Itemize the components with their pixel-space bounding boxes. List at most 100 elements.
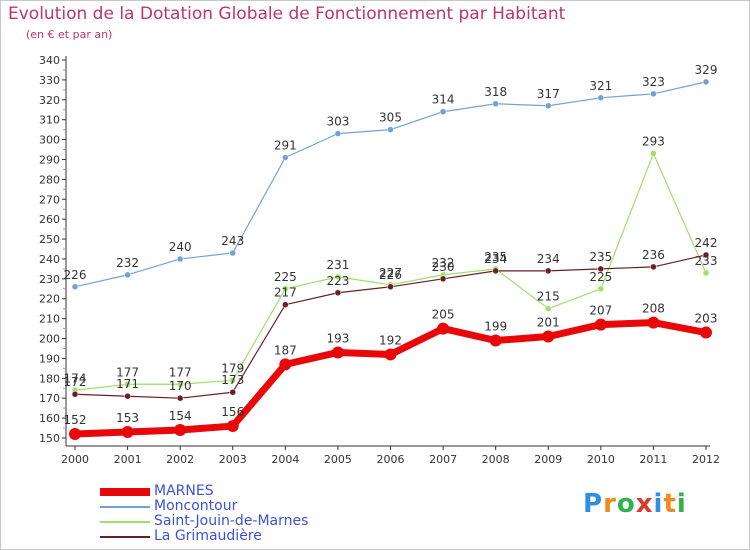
data-point [174, 424, 187, 437]
x-tick-label: 2003 [219, 453, 247, 466]
data-label: 291 [274, 138, 297, 152]
x-tick-label: 2008 [482, 453, 510, 466]
data-label: 329 [695, 63, 718, 77]
data-point [594, 318, 607, 331]
data-label: 317 [537, 87, 560, 101]
data-label: 227 [379, 266, 402, 280]
y-tick-label: 250 [39, 233, 60, 246]
data-label: 240 [169, 240, 192, 254]
data-point [176, 255, 184, 263]
data-point [387, 126, 394, 133]
data-label: 154 [169, 409, 192, 423]
data-point [176, 394, 184, 402]
legend-swatch [100, 521, 150, 523]
data-label: 318 [484, 85, 507, 99]
data-label: 234 [537, 252, 560, 266]
y-tick-label: 210 [39, 313, 60, 326]
data-label: 314 [432, 93, 455, 107]
data-label: 235 [484, 250, 507, 264]
data-point [331, 346, 344, 359]
data-label: 153 [116, 411, 139, 425]
data-label: 243 [221, 234, 244, 248]
data-label: 321 [589, 79, 612, 93]
data-point [229, 377, 236, 384]
data-point [334, 289, 342, 297]
data-point [650, 150, 657, 157]
x-tick-label: 2004 [271, 453, 299, 466]
data-point [545, 267, 552, 275]
data-point [282, 285, 289, 293]
data-point [121, 426, 134, 439]
data-point [226, 420, 239, 433]
chart-subtitle: (en € et par an) [26, 28, 113, 41]
data-label: 177 [169, 365, 192, 379]
data-point [124, 392, 131, 400]
chart-title: Evolution de la Dotation Globale de Fonc… [8, 4, 566, 24]
data-point [650, 263, 657, 271]
data-label: 230 [432, 260, 455, 274]
x-tick-label: 2000 [61, 453, 89, 466]
data-point [597, 285, 605, 293]
data-label: 171 [116, 377, 139, 391]
legend-swatch [100, 536, 150, 538]
y-tick-label: 300 [39, 134, 60, 147]
data-label: 203 [695, 312, 718, 326]
data-point [384, 348, 397, 361]
data-label: 193 [326, 331, 349, 345]
x-tick-label: 2010 [587, 453, 615, 466]
data-label: 173 [221, 373, 244, 387]
data-label: 156 [221, 405, 244, 419]
y-tick-label: 280 [39, 173, 60, 186]
data-point [702, 251, 710, 259]
logo-letter: r [603, 489, 617, 519]
data-label: 170 [169, 379, 192, 393]
data-label: 192 [379, 333, 402, 347]
data-label: 242 [695, 236, 718, 250]
logo-letter: i [676, 489, 687, 519]
data-point [597, 94, 605, 102]
data-point [229, 388, 236, 396]
data-label: 217 [274, 286, 297, 300]
data-label: 179 [221, 361, 244, 375]
data-label: 303 [326, 115, 349, 129]
data-point [542, 330, 555, 343]
logo-letter: o [616, 489, 636, 519]
data-point [124, 381, 131, 388]
y-tick-label: 160 [39, 412, 60, 425]
x-tick-label: 2006 [377, 453, 405, 466]
data-label: 225 [274, 270, 297, 284]
data-point [492, 267, 499, 275]
data-label: 232 [116, 256, 139, 270]
y-tick-label: 290 [39, 153, 60, 166]
data-point [700, 326, 712, 339]
logo-letter: P [583, 489, 604, 519]
x-tick-label: 2002 [166, 453, 194, 466]
data-label: 174 [64, 371, 87, 385]
data-point [647, 316, 660, 329]
y-tick-label: 270 [39, 193, 60, 206]
x-tick-label: 2007 [429, 453, 457, 466]
y-tick-label: 260 [39, 213, 60, 226]
data-label: 234 [484, 252, 507, 266]
logo-letter: i [653, 489, 664, 519]
logo-letter: t [663, 489, 677, 519]
data-label: 226 [379, 268, 402, 282]
data-label: 236 [642, 248, 665, 262]
data-point [69, 428, 81, 441]
y-tick-label: 150 [39, 432, 60, 445]
data-label: 199 [484, 320, 507, 334]
x-tick-label: 2005 [324, 453, 352, 466]
y-tick-label: 170 [39, 392, 60, 405]
data-label: 225 [589, 270, 612, 284]
legend-label: La Grimaudière [154, 528, 262, 544]
proxiti-logo: Proxiti [583, 489, 687, 519]
legend-label: Moncontour [154, 498, 238, 514]
data-point [71, 283, 79, 291]
x-tick-label: 2001 [114, 453, 142, 466]
y-tick-label: 340 [39, 54, 60, 67]
data-point [439, 108, 447, 115]
data-point [334, 273, 342, 281]
data-point [282, 154, 289, 161]
legend-label: MARNES [154, 483, 214, 499]
